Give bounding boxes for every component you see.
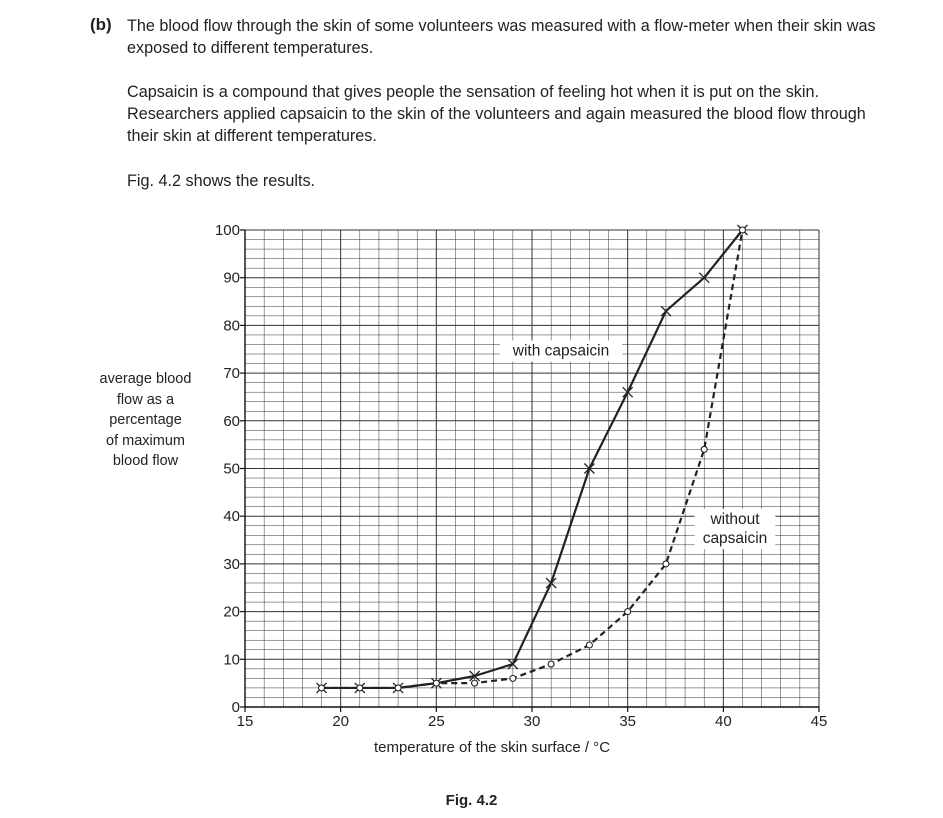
without-capsaicin-point (585, 641, 593, 649)
with-capsaicin-point (660, 305, 672, 317)
y-tick-label: 0 (232, 699, 240, 716)
x-tick-label: 35 (619, 713, 636, 730)
y-axis-label: average blood flow as a percentage of ma… (78, 369, 213, 472)
y-tick-label: 30 (223, 556, 240, 573)
figure-caption: Fig. 4.2 (445, 792, 498, 809)
question-paragraph-2: Capsaicin is a compound that gives peopl… (127, 83, 866, 145)
without-capsaicin-point (624, 608, 632, 616)
without-capsaicin-point (700, 445, 708, 453)
x-tick-label: 40 (715, 713, 732, 730)
without-capsaicin-point (738, 226, 747, 234)
y-tick-label: 60 (223, 413, 240, 430)
without-capsaicin-label: capsaicin (703, 530, 768, 547)
y-axis-label-line: flow as a (116, 391, 175, 408)
without-capsaicin-point (662, 560, 670, 568)
with-capsaicin-point (545, 577, 557, 589)
y-tick-label: 90 (223, 270, 240, 287)
without-capsaicin-point (317, 684, 326, 692)
without-capsaicin-point (547, 660, 555, 668)
without-capsaicin-point (356, 684, 364, 692)
x-tick-label: 45 (811, 713, 828, 730)
y-axis-label-line: average blood (99, 371, 192, 387)
y-tick-label: 100 (215, 222, 240, 239)
y-axis-label-line: percentage (109, 412, 182, 428)
question-part-label: (b) (90, 15, 112, 34)
without-capsaicin-label-background (694, 509, 776, 549)
y-tick-label: 10 (223, 651, 240, 668)
y-tick-label: 50 (223, 461, 240, 478)
x-tick-label: 20 (332, 713, 349, 730)
without-capsaicin-point (394, 684, 402, 692)
x-tick-label: 25 (428, 713, 445, 730)
without-capsaicin-point (471, 679, 479, 687)
without-capsaicin-label: without (709, 511, 760, 528)
x-tick-label: 30 (524, 713, 541, 730)
figure-reference-text: Fig. 4.2 shows the results. (127, 172, 316, 190)
with-capsaicin-label-background (499, 340, 623, 362)
with-capsaicin-point (698, 272, 710, 284)
with-capsaicin-point (507, 658, 519, 670)
y-tick-label: 20 (223, 604, 240, 621)
without-capsaicin-line (321, 229, 744, 690)
with-capsaicin-point (583, 463, 595, 474)
with-capsaicin-label: with capsaicin (512, 343, 610, 360)
with-capsaicin-point (469, 670, 481, 682)
without-capsaicin-point (509, 674, 517, 682)
x-axis-label: temperature of the skin surface / °C (374, 739, 610, 756)
y-tick-label: 70 (223, 365, 240, 382)
with-capsaicin-point (622, 386, 634, 398)
y-tick-label: 40 (223, 508, 240, 525)
y-axis-label-line: of maximum (106, 432, 185, 449)
question-paragraph-1: The blood flow through the skin of some … (127, 17, 876, 57)
x-tick-label: 15 (237, 713, 254, 730)
without-capsaicin-point (432, 679, 440, 687)
y-tick-label: 80 (223, 317, 240, 334)
y-axis-label-line: blood flow (112, 453, 179, 469)
